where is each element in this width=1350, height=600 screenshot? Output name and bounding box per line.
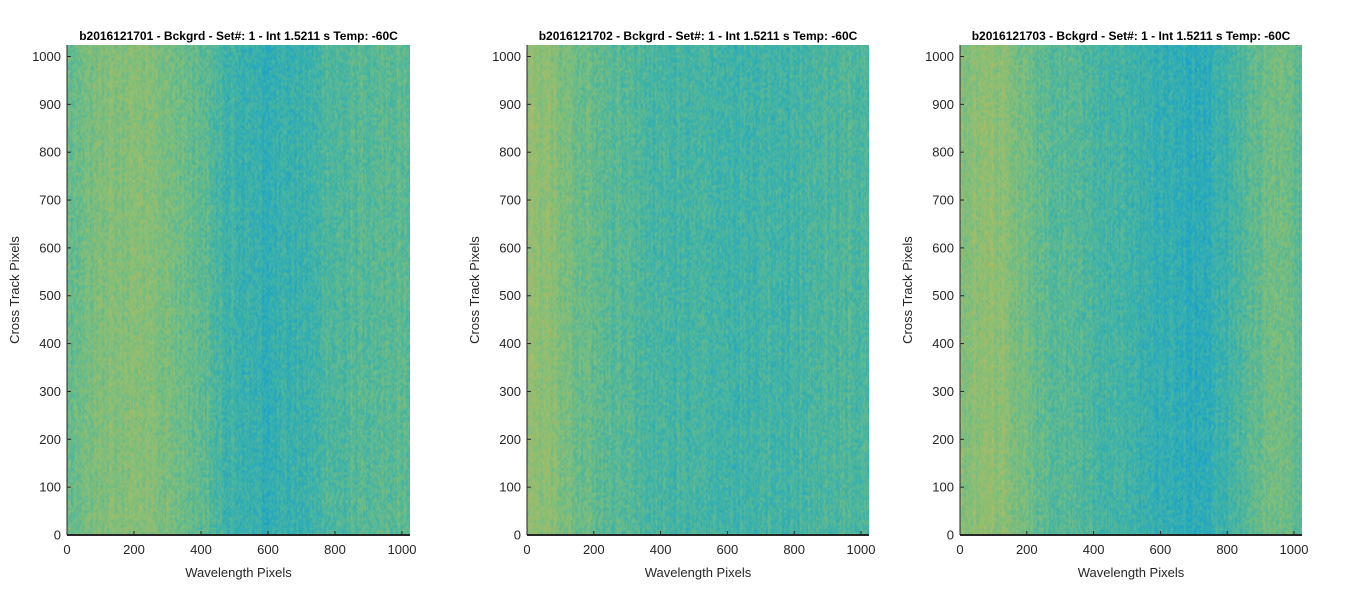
y-tick-label: 300 xyxy=(932,384,954,399)
panel-title: b2016121701 - Bckgrd - Set#: 1 - Int 1.5… xyxy=(79,29,398,43)
panel-1: 0 200 400 600 800 1000 0 100 200 300 400 500 600 700 8… xyxy=(7,29,416,580)
y-tick-label: 200 xyxy=(499,432,521,447)
y-tick-label: 900 xyxy=(39,97,61,112)
y-tick-label: 500 xyxy=(499,288,521,303)
y-tick-label: 700 xyxy=(39,193,61,208)
y-tick-label: 800 xyxy=(499,145,521,160)
y-tick-label: 400 xyxy=(499,336,521,351)
y-tick-label: 200 xyxy=(39,432,61,447)
heatmap-image xyxy=(960,45,1302,535)
y-tick-label: 700 xyxy=(932,193,954,208)
x-axis-label: Wavelength Pixels xyxy=(645,565,752,580)
y-axis-label: Cross Track Pixels xyxy=(7,236,22,344)
y-tick-label: 1000 xyxy=(925,49,954,64)
y-tick-label: 100 xyxy=(39,480,61,495)
x-axis-label: Wavelength Pixels xyxy=(185,565,292,580)
x-tick-label: 0 xyxy=(956,542,963,557)
panel-2: 0 200 400 600 800 1000 0 100 200 300 400 500 600 700 8… xyxy=(467,29,875,580)
y-axis-label: Cross Track Pixels xyxy=(900,236,915,344)
x-tick-label: 200 xyxy=(123,542,145,557)
y-tick-label: 100 xyxy=(499,480,521,495)
panel-3: 0 200 400 600 800 1000 0 100 200 300 400 500 600 700 8… xyxy=(900,29,1308,580)
x-tick-label: 800 xyxy=(783,542,805,557)
x-tick-label: 600 xyxy=(1150,542,1172,557)
x-axis-label: Wavelength Pixels xyxy=(1078,565,1185,580)
x-tick-label: 400 xyxy=(650,542,672,557)
y-tick-label: 400 xyxy=(39,336,61,351)
y-tick-label: 300 xyxy=(499,384,521,399)
y-tick-label: 700 xyxy=(499,193,521,208)
y-tick-label: 800 xyxy=(39,145,61,160)
x-tick-label: 600 xyxy=(257,542,279,557)
heatmap-image xyxy=(527,45,869,535)
y-tick-label: 600 xyxy=(932,240,954,255)
x-tick-label: 200 xyxy=(1016,542,1038,557)
heatmap-image xyxy=(67,45,410,535)
x-tick-label: 1000 xyxy=(847,542,876,557)
panel-title: b2016121702 - Bckgrd - Set#: 1 - Int 1.5… xyxy=(539,29,858,43)
y-tick-label: 0 xyxy=(514,528,521,543)
x-tick-label: 1000 xyxy=(1280,542,1309,557)
y-tick-label: 200 xyxy=(932,432,954,447)
y-tick-label: 400 xyxy=(932,336,954,351)
panel-title: b2016121703 - Bckgrd - Set#: 1 - Int 1.5… xyxy=(972,29,1291,43)
y-tick-label: 300 xyxy=(39,384,61,399)
x-tick-label: 600 xyxy=(717,542,739,557)
y-tick-label: 500 xyxy=(932,288,954,303)
x-tick-label: 0 xyxy=(523,542,530,557)
y-tick-label: 0 xyxy=(947,528,954,543)
y-tick-label: 600 xyxy=(499,240,521,255)
y-tick-label: 1000 xyxy=(32,49,61,64)
y-tick-label: 900 xyxy=(499,97,521,112)
x-tick-label: 800 xyxy=(1216,542,1238,557)
y-tick-label: 100 xyxy=(932,480,954,495)
x-tick-label: 200 xyxy=(583,542,605,557)
x-tick-label: 1000 xyxy=(388,542,417,557)
x-tick-label: 0 xyxy=(63,542,70,557)
y-tick-label: 1000 xyxy=(492,49,521,64)
y-tick-label: 500 xyxy=(39,288,61,303)
x-tick-label: 400 xyxy=(1083,542,1105,557)
y-tick-label: 600 xyxy=(39,240,61,255)
y-tick-label: 0 xyxy=(54,528,61,543)
y-tick-label: 800 xyxy=(932,145,954,160)
y-tick-label: 900 xyxy=(932,97,954,112)
y-axis-label: Cross Track Pixels xyxy=(467,236,482,344)
x-tick-label: 400 xyxy=(190,542,212,557)
x-tick-label: 800 xyxy=(324,542,346,557)
